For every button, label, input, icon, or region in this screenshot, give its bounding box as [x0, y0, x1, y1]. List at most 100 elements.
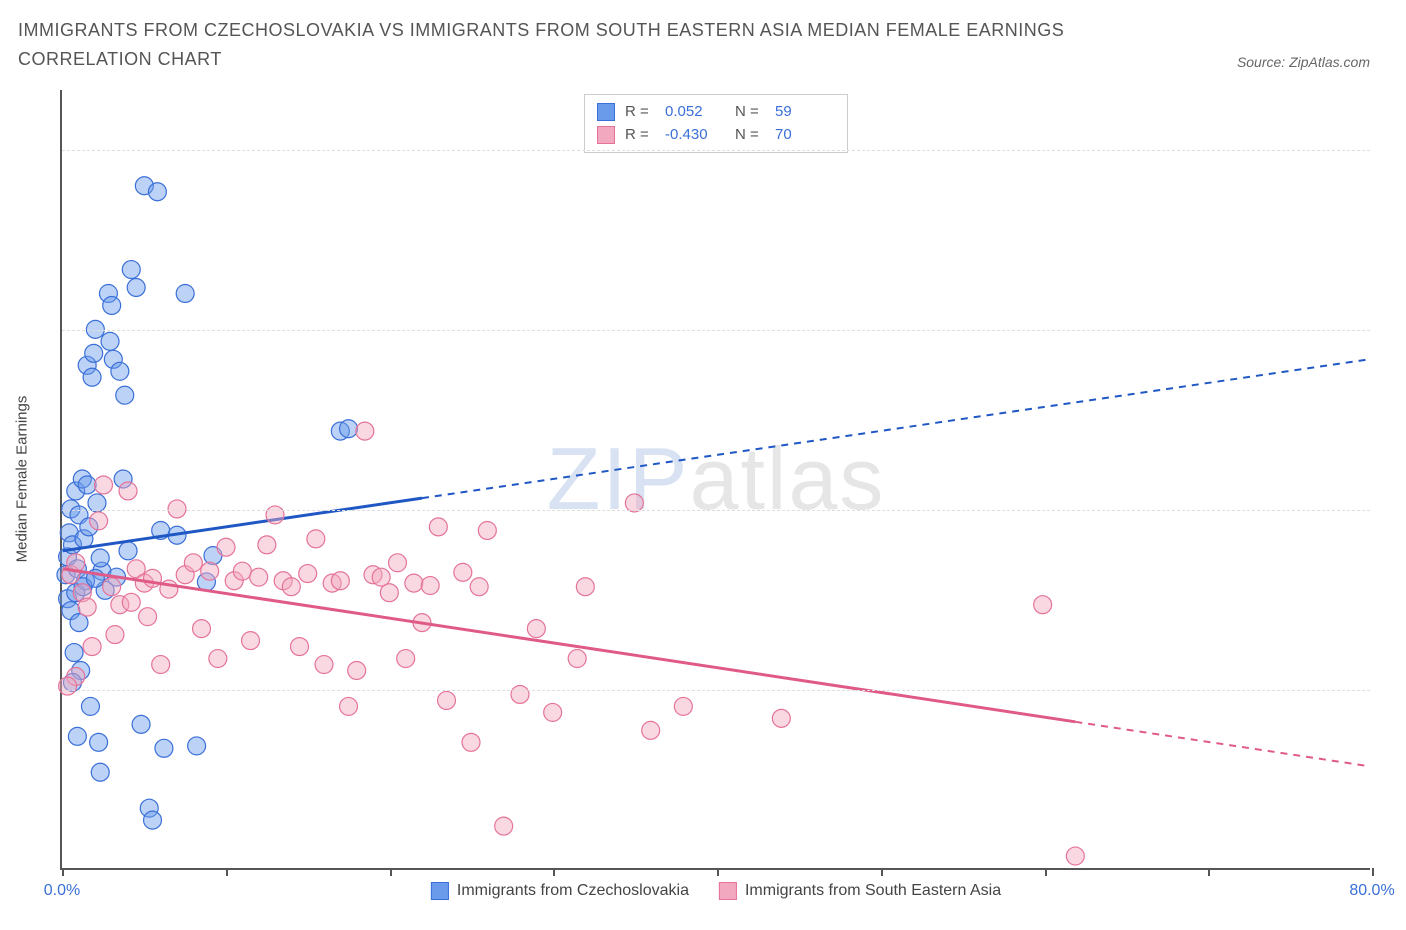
scatter-point-series-1	[103, 578, 121, 596]
scatter-point-series-1	[266, 506, 284, 524]
scatter-point-series-0	[68, 727, 86, 745]
scatter-point-series-0	[81, 697, 99, 715]
y-tick-label: $50,000	[1380, 501, 1406, 519]
scatter-point-series-1	[258, 536, 276, 554]
scatter-point-series-1	[527, 620, 545, 638]
scatter-point-series-0	[91, 549, 109, 567]
legend-label-1: Immigrants from South Eastern Asia	[745, 882, 1001, 900]
scatter-point-series-1	[405, 574, 423, 592]
scatter-point-series-1	[478, 521, 496, 539]
scatter-point-series-0	[103, 296, 121, 314]
scatter-point-series-1	[106, 626, 124, 644]
y-tick-label: $80,000	[1380, 141, 1406, 159]
x-tick	[62, 868, 64, 876]
grid-line-h	[62, 510, 1370, 511]
x-tick	[390, 868, 392, 876]
scatter-point-series-1	[772, 709, 790, 727]
scatter-point-series-0	[132, 715, 150, 733]
x-tick	[717, 868, 719, 876]
scatter-point-series-0	[91, 763, 109, 781]
scatter-point-series-1	[438, 691, 456, 709]
scatter-point-series-1	[356, 422, 374, 440]
scatter-point-series-0	[90, 733, 108, 751]
x-tick	[226, 868, 228, 876]
scatter-point-series-1	[495, 817, 513, 835]
scatter-point-series-1	[511, 685, 529, 703]
scatter-point-series-0	[155, 739, 173, 757]
swatch-bottom-1	[719, 882, 737, 900]
scatter-point-series-0	[101, 332, 119, 350]
scatter-point-series-1	[1034, 596, 1052, 614]
scatter-point-series-1	[642, 721, 660, 739]
y-tick-label: $35,000	[1380, 681, 1406, 699]
scatter-point-series-0	[116, 386, 134, 404]
scatter-point-series-1	[380, 584, 398, 602]
scatter-point-series-0	[111, 362, 129, 380]
scatter-point-series-1	[242, 632, 260, 650]
x-tick	[1045, 868, 1047, 876]
scatter-point-series-1	[83, 638, 101, 656]
scatter-point-series-1	[90, 512, 108, 530]
trend-line-solid-series-1	[63, 569, 1076, 722]
scatter-point-series-1	[184, 554, 202, 572]
scatter-point-series-0	[119, 542, 137, 560]
scatter-point-series-0	[188, 737, 206, 755]
scatter-point-series-1	[348, 662, 366, 680]
scatter-point-series-1	[193, 620, 211, 638]
chart-title: IMMIGRANTS FROM CZECHOSLOVAKIA VS IMMIGR…	[18, 16, 1138, 74]
scatter-point-series-1	[340, 697, 358, 715]
scatter-point-series-1	[59, 677, 77, 695]
scatter-point-series-1	[152, 656, 170, 674]
y-tick-label: $65,000	[1380, 321, 1406, 339]
scatter-point-series-1	[544, 703, 562, 721]
scatter-point-series-0	[78, 476, 96, 494]
scatter-point-series-1	[217, 538, 235, 556]
grid-line-h	[62, 330, 1370, 331]
scatter-point-series-1	[307, 530, 325, 548]
scatter-point-series-1	[421, 577, 439, 595]
source-label: Source: ZipAtlas.com	[1237, 54, 1370, 70]
x-tick	[1208, 868, 1210, 876]
scatter-point-series-1	[454, 563, 472, 581]
scatter-point-series-1	[315, 656, 333, 674]
x-tick	[881, 868, 883, 876]
scatter-point-series-1	[1066, 847, 1084, 865]
chart-svg	[62, 90, 1370, 868]
scatter-point-series-1	[168, 500, 186, 518]
scatter-point-series-1	[470, 578, 488, 596]
x-tick	[553, 868, 555, 876]
scatter-point-series-0	[144, 811, 162, 829]
grid-line-h	[62, 150, 1370, 151]
x-tick-label: 0.0%	[44, 882, 80, 900]
scatter-point-series-1	[429, 518, 447, 536]
scatter-point-series-0	[122, 261, 140, 279]
scatter-point-series-0	[176, 285, 194, 303]
scatter-point-series-0	[85, 344, 103, 362]
plot-area: Median Female Earnings ZIPatlas R = 0.05…	[60, 90, 1370, 870]
scatter-point-series-1	[209, 650, 227, 668]
x-tick	[1372, 868, 1374, 876]
y-axis-label: Median Female Earnings	[14, 396, 31, 563]
scatter-point-series-1	[462, 733, 480, 751]
scatter-point-series-1	[291, 638, 309, 656]
scatter-point-series-0	[340, 420, 358, 438]
swatch-bottom-0	[431, 882, 449, 900]
scatter-point-series-1	[576, 578, 594, 596]
scatter-point-series-1	[674, 697, 692, 715]
trend-line-dashed-series-1	[1075, 722, 1369, 766]
scatter-point-series-0	[127, 279, 145, 297]
scatter-point-series-0	[83, 368, 101, 386]
scatter-point-series-1	[122, 593, 140, 611]
scatter-point-series-0	[65, 644, 83, 662]
scatter-point-series-1	[139, 608, 157, 626]
scatter-point-series-0	[148, 183, 166, 201]
legend-item-1: Immigrants from South Eastern Asia	[719, 882, 1001, 900]
scatter-point-series-1	[250, 568, 268, 586]
legend-bottom: Immigrants from Czechoslovakia Immigrant…	[431, 882, 1001, 900]
scatter-point-series-1	[568, 650, 586, 668]
scatter-point-series-1	[282, 578, 300, 596]
legend-label-0: Immigrants from Czechoslovakia	[457, 882, 689, 900]
scatter-point-series-1	[119, 482, 137, 500]
trend-line-solid-series-0	[63, 498, 422, 551]
trend-line-dashed-series-0	[422, 359, 1369, 498]
